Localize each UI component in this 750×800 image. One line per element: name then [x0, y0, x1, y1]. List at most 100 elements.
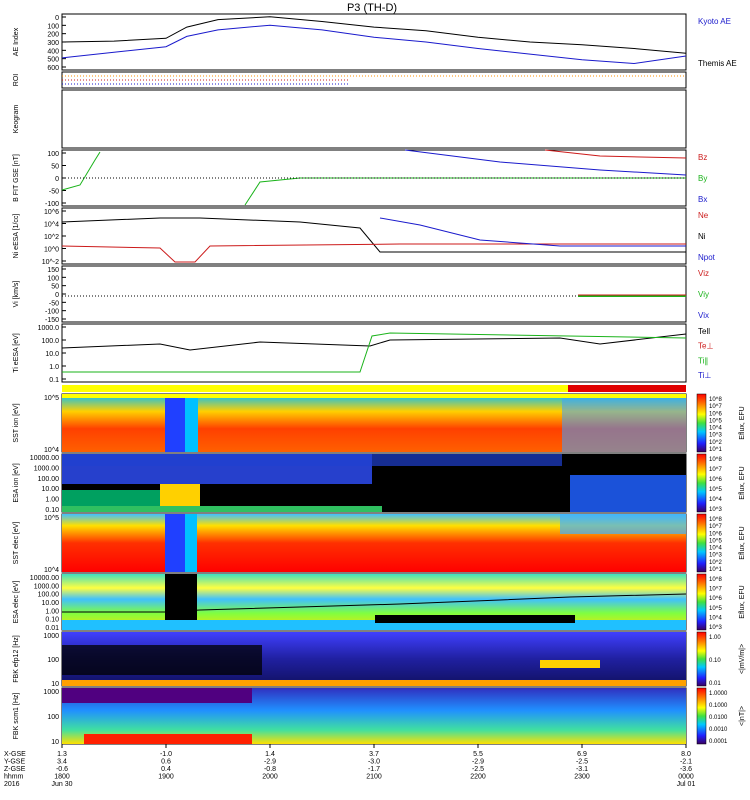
- colorbar-sst_i: [696, 393, 707, 453]
- colorbar-tick-esa_e: 10^5: [709, 606, 722, 612]
- ytick-sst_e: 10^5: [44, 515, 59, 522]
- colorbar-fbk_b: [696, 687, 707, 745]
- ni-line-npot: [379, 217, 686, 247]
- colorbar-tick-fbk_b: 0.1000: [709, 703, 728, 709]
- ytick-ae: 200: [47, 32, 59, 39]
- colorbar-tick-esa_e: 10^3: [709, 625, 722, 631]
- xaxis-value: 2300: [574, 774, 590, 781]
- xaxis-value: 1.3: [57, 751, 67, 758]
- colorbar-tick-esa_e: 10^6: [709, 596, 722, 602]
- ytick-esa_i: 10.00: [41, 486, 59, 493]
- ytick-bfit: -100: [45, 201, 59, 208]
- colorbar-tick-esa_i: 10^8: [709, 457, 722, 463]
- ytick-ti: 10.0: [45, 351, 59, 358]
- colorbar-tick-sst_i: 10^5: [709, 418, 722, 424]
- colorbar-label-fbk_b: <|nT|>: [739, 706, 746, 726]
- xaxis-value: -1.7: [368, 766, 380, 773]
- legend-bfit: By: [698, 174, 707, 183]
- legend-vi: Viy: [698, 290, 709, 299]
- legend-ti: Ti⊥: [698, 371, 711, 380]
- ytick-ae: 600: [47, 65, 59, 72]
- sst-ion-spectrogram: [62, 394, 686, 452]
- colorbar-tick-sst_i: 10^1: [709, 447, 722, 453]
- ytick-bfit: 100: [47, 151, 59, 158]
- colorbar-tick-sst_e: 10^8: [709, 517, 722, 523]
- legend-ti: Tell: [698, 327, 710, 336]
- ytick-esa_e: 100.00: [38, 592, 60, 599]
- ylabel-sst_e: SST elec [eV]: [13, 522, 20, 565]
- sst-elec-spectrogram: [62, 514, 686, 572]
- colorbar-label-sst_i: Eflux, EFU: [739, 406, 746, 439]
- colorbar-tick-sst_i: 10^4: [709, 426, 722, 432]
- panel-frame-keogram: [61, 89, 687, 149]
- ytick-bfit: 50: [51, 164, 59, 171]
- status-bar: [62, 385, 686, 392]
- ytick-ni: 10^2: [44, 234, 59, 241]
- bfit-line-by: [61, 151, 101, 191]
- ylabel-ti: Ti eESA [eV]: [13, 333, 20, 372]
- status-bar-fast: [568, 385, 686, 392]
- ytick-ti: 1000.0: [38, 325, 60, 332]
- colorbar-tick-esa_i: 10^5: [709, 487, 722, 493]
- colorbar-tick-fbk_e: 0.10: [709, 658, 721, 664]
- ae-line-kyoto-ae: [61, 24, 687, 65]
- legend-ti: Ti∥: [698, 356, 708, 365]
- colorbar-sst_e: [696, 513, 707, 573]
- xaxis-value: 1800: [54, 774, 70, 781]
- ytick-ni: 10^-2: [42, 259, 59, 266]
- colorbar-label-esa_i: Eflux, EFU: [739, 466, 746, 499]
- colorbar-tick-fbk_e: 1.00: [709, 635, 721, 641]
- colorbar-tick-sst_i: 10^2: [709, 440, 722, 446]
- ytick-fbk_e: 1000: [43, 633, 59, 640]
- ytick-esa_i: 100.00: [38, 476, 60, 483]
- colorbar-tick-sst_e: 10^3: [709, 553, 722, 559]
- xaxis-value: 3.7: [369, 751, 379, 758]
- legend-bfit: Bx: [698, 195, 707, 204]
- colorbar-tick-esa_i: 10^6: [709, 477, 722, 483]
- legend-ae: Themis AE: [698, 59, 737, 68]
- ytick-vi: 50: [51, 284, 59, 291]
- xaxis-value: -3.6: [680, 766, 692, 773]
- bfit-line-by: [244, 177, 686, 206]
- data-marks: [61, 16, 687, 373]
- ytick-ti: 1.0: [49, 364, 59, 371]
- ytick-sst_i: 10^4: [44, 447, 59, 454]
- colorbar-tick-sst_e: 10^5: [709, 538, 722, 544]
- ytick-esa_i: 1.00: [45, 497, 59, 504]
- legend-vi: Vix: [698, 311, 709, 320]
- colorbar-tick-fbk_b: 0.0001: [709, 739, 728, 745]
- ytick-esa_i: 1000.00: [34, 465, 59, 472]
- ytick-sst_e: 10^4: [44, 567, 59, 574]
- colorbar-label-fbk_e: <|mV/m|>: [739, 644, 746, 674]
- ytick-vi: 100: [47, 275, 59, 282]
- ti-line-ti-par: [62, 332, 687, 373]
- ytick-vi: -150: [45, 317, 59, 324]
- ytick-ti: 100.0: [41, 338, 59, 345]
- legend-ni: Ne: [698, 211, 709, 220]
- xaxis-row-label: Y-GSE: [4, 759, 25, 766]
- xaxis-value: 2000: [262, 774, 278, 781]
- ylabel-keogram: Keogram: [13, 105, 20, 134]
- colorbar-tick-sst_e: 10^6: [709, 531, 722, 537]
- xaxis-value: Jun 30: [51, 781, 72, 788]
- ytick-esa_e: 1.00: [45, 608, 59, 615]
- colorbar-tick-esa_e: 10^7: [709, 587, 722, 593]
- xaxis-value: 0.4: [161, 766, 171, 773]
- xaxis-value: -2.5: [576, 759, 588, 766]
- ylabel-esa_e: ESA elec [eV]: [13, 581, 20, 624]
- colorbar-tick-sst_i: 10^8: [709, 397, 722, 403]
- xaxis-row-label: 2016: [4, 781, 20, 788]
- fbk-efp-spectrogram: [62, 632, 686, 686]
- panel-frame-ae: [61, 13, 687, 71]
- ylabel-esa_i: ESA ion [eV]: [13, 463, 20, 502]
- ytick-fbk_b: 10: [51, 739, 59, 746]
- legend-ni: Ni: [698, 232, 706, 241]
- ytick-sst_i: 10^5: [44, 395, 59, 402]
- xaxis-value: -2.9: [264, 759, 276, 766]
- xaxis-value: 5.5: [473, 751, 483, 758]
- xaxis-value: -2.1: [680, 759, 692, 766]
- ytick-esa_i: 0.10: [45, 507, 59, 514]
- ytick-fbk_b: 100: [47, 714, 59, 721]
